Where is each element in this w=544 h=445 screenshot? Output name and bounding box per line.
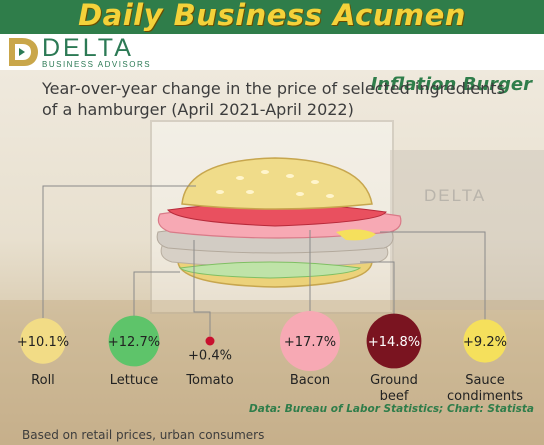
section-title: Inflation Burger [370,74,532,95]
sesame-seed [261,170,269,174]
connector-line [42,185,196,318]
bubble-bacon [280,311,340,371]
source-credit: Data: Bureau of Labor Statistics; Chart:… [249,403,534,415]
footnote: Based on retail prices, urban consumers [22,428,265,442]
connector-line [133,271,180,324]
brand-title: Daily Business Acumen [78,0,466,32]
value-label: +17.7% [284,335,336,350]
category-label: Tomato [185,373,233,388]
logo-bar: DELTA BUSINESS ADVISORS Inflation Burger [0,34,544,95]
top-bun [181,157,373,210]
bubble-lettuce [108,315,160,367]
background-floor [0,300,544,445]
sesame-seed [311,180,319,184]
category-label: Roll [31,373,55,388]
category-label: Lettuce [110,373,159,388]
category-label: condiments [447,389,523,404]
sesame-seed [246,190,254,194]
delta-logo-icon [9,38,38,66]
value-label: +14.8% [368,335,420,350]
bubble-roll [20,318,66,364]
bubble-tomato [205,336,215,346]
value-label: +12.7% [108,335,160,350]
sauce-drip [336,229,376,241]
lettuce-layer [178,261,362,279]
value-label: +9.2% [463,335,507,350]
category-label: Bacon [290,373,330,388]
value-label: +0.4% [188,349,232,364]
bubble-sauce-condiments [463,319,507,363]
chart-title: Year-over-year change in the price of se… [42,79,505,119]
bubble-ground-beef [366,313,422,369]
logo-subtitle: BUSINESS ADVISORS [42,60,152,69]
sesame-seed [286,174,294,178]
connector-line [380,231,486,324]
header-band [0,0,544,34]
sesame-seed [216,190,224,194]
background-wall [390,150,544,310]
connector-line [360,261,395,324]
watermark-logo: DELTA [424,186,487,205]
category-label: beef [380,389,409,404]
category-label: Sauce [465,373,505,388]
category-label: Ground [370,373,418,388]
logo-name: DELTA [42,34,134,62]
connector-line [193,240,211,336]
sesame-seed [236,176,244,180]
sesame-seed [296,192,304,196]
sesame-seed [326,194,334,198]
value-label: +10.1% [17,335,69,350]
